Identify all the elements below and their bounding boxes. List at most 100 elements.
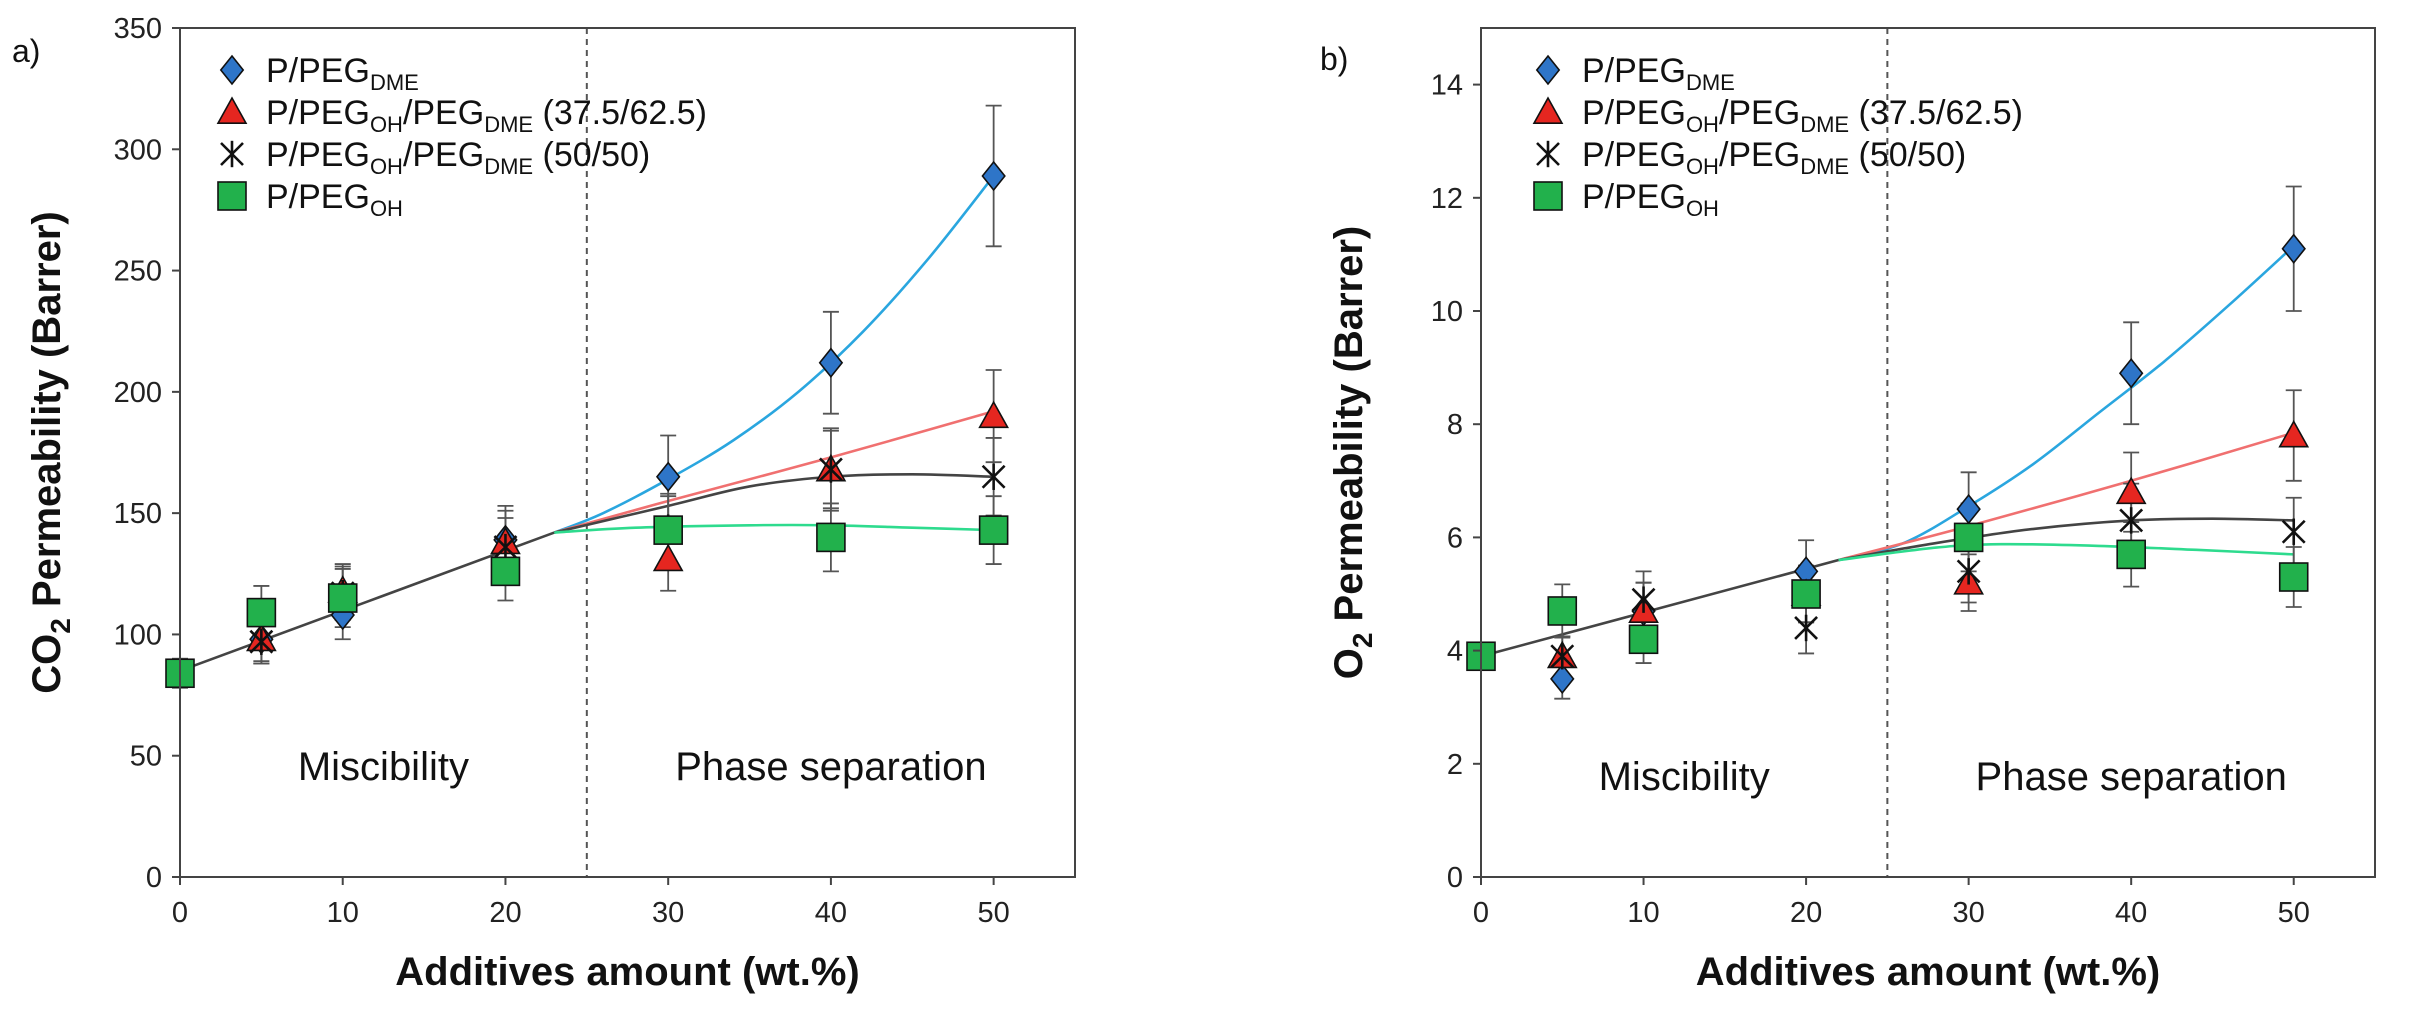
- data-point-triangle: [978, 400, 1009, 429]
- x-tick-label: 0: [1473, 897, 1489, 929]
- y-tick-label: 12: [1431, 183, 1463, 215]
- legend-marker-square: [1533, 181, 1563, 211]
- legend-marker-diamond: [219, 54, 245, 86]
- data-point-square: [653, 515, 683, 545]
- x-tick-label: 50: [2278, 897, 2310, 929]
- y-tick-label: 350: [114, 13, 162, 45]
- legend-marker-diamond: [1535, 54, 1561, 86]
- y-tick-label: 100: [114, 619, 162, 651]
- fit-line-fit-5050: [1838, 517, 2294, 562]
- y-tick-label: 300: [114, 134, 162, 166]
- x-axis-title: Additives amount (wt.%): [395, 950, 859, 994]
- legend-marker-star: [220, 140, 244, 168]
- fit-line-linear-miscible: [1480, 558, 1839, 658]
- panel-a: a) Miscibility Phase separation 0 10 20 30 40 50…: [12, 13, 1076, 994]
- data-point-square: [1953, 522, 1984, 553]
- plot-frame: [179, 27, 1076, 878]
- data-point-square: [2278, 562, 2309, 592]
- legend-entry-label: P/PEGOH: [266, 178, 403, 221]
- y-tick-label: 4: [1447, 636, 1463, 668]
- legend-marker-square: [217, 181, 247, 211]
- x-tick-label: 20: [489, 897, 521, 929]
- data-point-square: [1628, 624, 1659, 655]
- x-tick-label: 10: [327, 897, 359, 929]
- data-point-star: [1956, 558, 1981, 585]
- y-tick-label: 0: [146, 862, 162, 894]
- data-point-square: [978, 515, 1009, 545]
- data-point-star: [2281, 518, 2306, 545]
- y-tick-label: 14: [1431, 70, 1463, 102]
- data-point-star: [249, 628, 274, 655]
- y-tick-label: 200: [114, 377, 162, 409]
- data-point-diamond: [2281, 233, 2306, 265]
- data-point-diamond: [981, 160, 1006, 192]
- region-label-phase-separation: Phase separation: [675, 745, 986, 789]
- data-point-diamond: [818, 347, 844, 379]
- data-point-star: [1794, 614, 1819, 642]
- legend-entry-label: P/PEGOH/PEGDME (37.5/62.5): [1582, 94, 2023, 137]
- panel-label: b): [1320, 41, 1348, 77]
- data-point-star: [493, 533, 518, 561]
- data-point-diamond: [655, 461, 681, 493]
- fit-line-fit-oh: [1838, 542, 2294, 562]
- x-axis-title: Additives amount (wt.%): [1696, 950, 2160, 994]
- region-label-phase-separation: Phase separation: [1976, 755, 2287, 799]
- y-tick-label: 6: [1447, 522, 1463, 554]
- data-point-diamond: [2118, 357, 2144, 389]
- fit-line-fit-dme: [1838, 244, 2295, 562]
- region-label-miscibility: Miscibility: [298, 745, 469, 789]
- y-tick-label: 50: [130, 741, 162, 773]
- data-point-triangle: [2278, 419, 2310, 448]
- x-tick-label: 30: [652, 897, 684, 929]
- legend-marker-star: [1536, 140, 1560, 168]
- data-point-square: [490, 556, 521, 587]
- data-point-square: [327, 583, 358, 613]
- legend-marker-triangle: [1532, 96, 1564, 124]
- data-point-star: [2119, 507, 2144, 534]
- y-tick-label: 8: [1447, 409, 1463, 441]
- data-point-square: [246, 597, 277, 628]
- x-tick-label: 40: [815, 897, 847, 929]
- data-point-star: [818, 456, 843, 483]
- plot-frame: [1480, 27, 2376, 878]
- y-tick-label: 0: [1447, 862, 1463, 894]
- y-axis-title: O2 Permeability (Barrer): [1327, 226, 1378, 680]
- data-point-diamond: [1956, 493, 1981, 525]
- data-point-star: [1550, 643, 1575, 670]
- fit-line-fit-dme: [553, 175, 995, 534]
- fit-line-fit-oh: [554, 523, 994, 534]
- legend-entry-label: P/PEGOH/PEGDME (37.5/62.5): [266, 94, 707, 137]
- legend-entry-label: P/PEGOH/PEGDME (50/50): [266, 136, 650, 179]
- data-point-square: [816, 522, 846, 553]
- y-axis-title: CO2 Permeability (Barrer): [25, 211, 76, 693]
- x-tick-label: 0: [172, 897, 188, 929]
- data-point-square: [2116, 539, 2146, 570]
- legend-entry-label: P/PEGDME: [266, 52, 419, 95]
- x-tick-label: 30: [1953, 897, 1985, 929]
- x-tick-label: 50: [978, 897, 1010, 929]
- data-point-star: [981, 463, 1006, 490]
- y-tick-label: 150: [114, 498, 162, 530]
- legend-entry-label: P/PEGDME: [1582, 52, 1735, 95]
- data-point-diamond: [1550, 663, 1575, 695]
- data-point-triangle: [652, 543, 684, 572]
- y-tick-label: 250: [114, 256, 162, 288]
- data-point-triangle: [2115, 476, 2147, 505]
- data-point-square: [1791, 579, 1821, 609]
- fit-line-fit-5050: [553, 473, 994, 534]
- x-tick-label: 20: [1790, 897, 1822, 929]
- x-tick-label: 40: [2115, 897, 2147, 929]
- region-label-miscibility: Miscibility: [1599, 755, 1770, 799]
- legend-entry-label: P/PEGOH/PEGDME (50/50): [1582, 136, 1966, 179]
- data-point-star: [1631, 586, 1656, 613]
- legend-marker-triangle: [216, 96, 248, 124]
- fit-line-fit-3762: [553, 410, 994, 534]
- x-tick-label: 10: [1627, 897, 1659, 929]
- fit-line-linear-miscible: [179, 531, 555, 673]
- y-tick-label: 2: [1447, 749, 1463, 781]
- data-point-square: [1547, 596, 1578, 626]
